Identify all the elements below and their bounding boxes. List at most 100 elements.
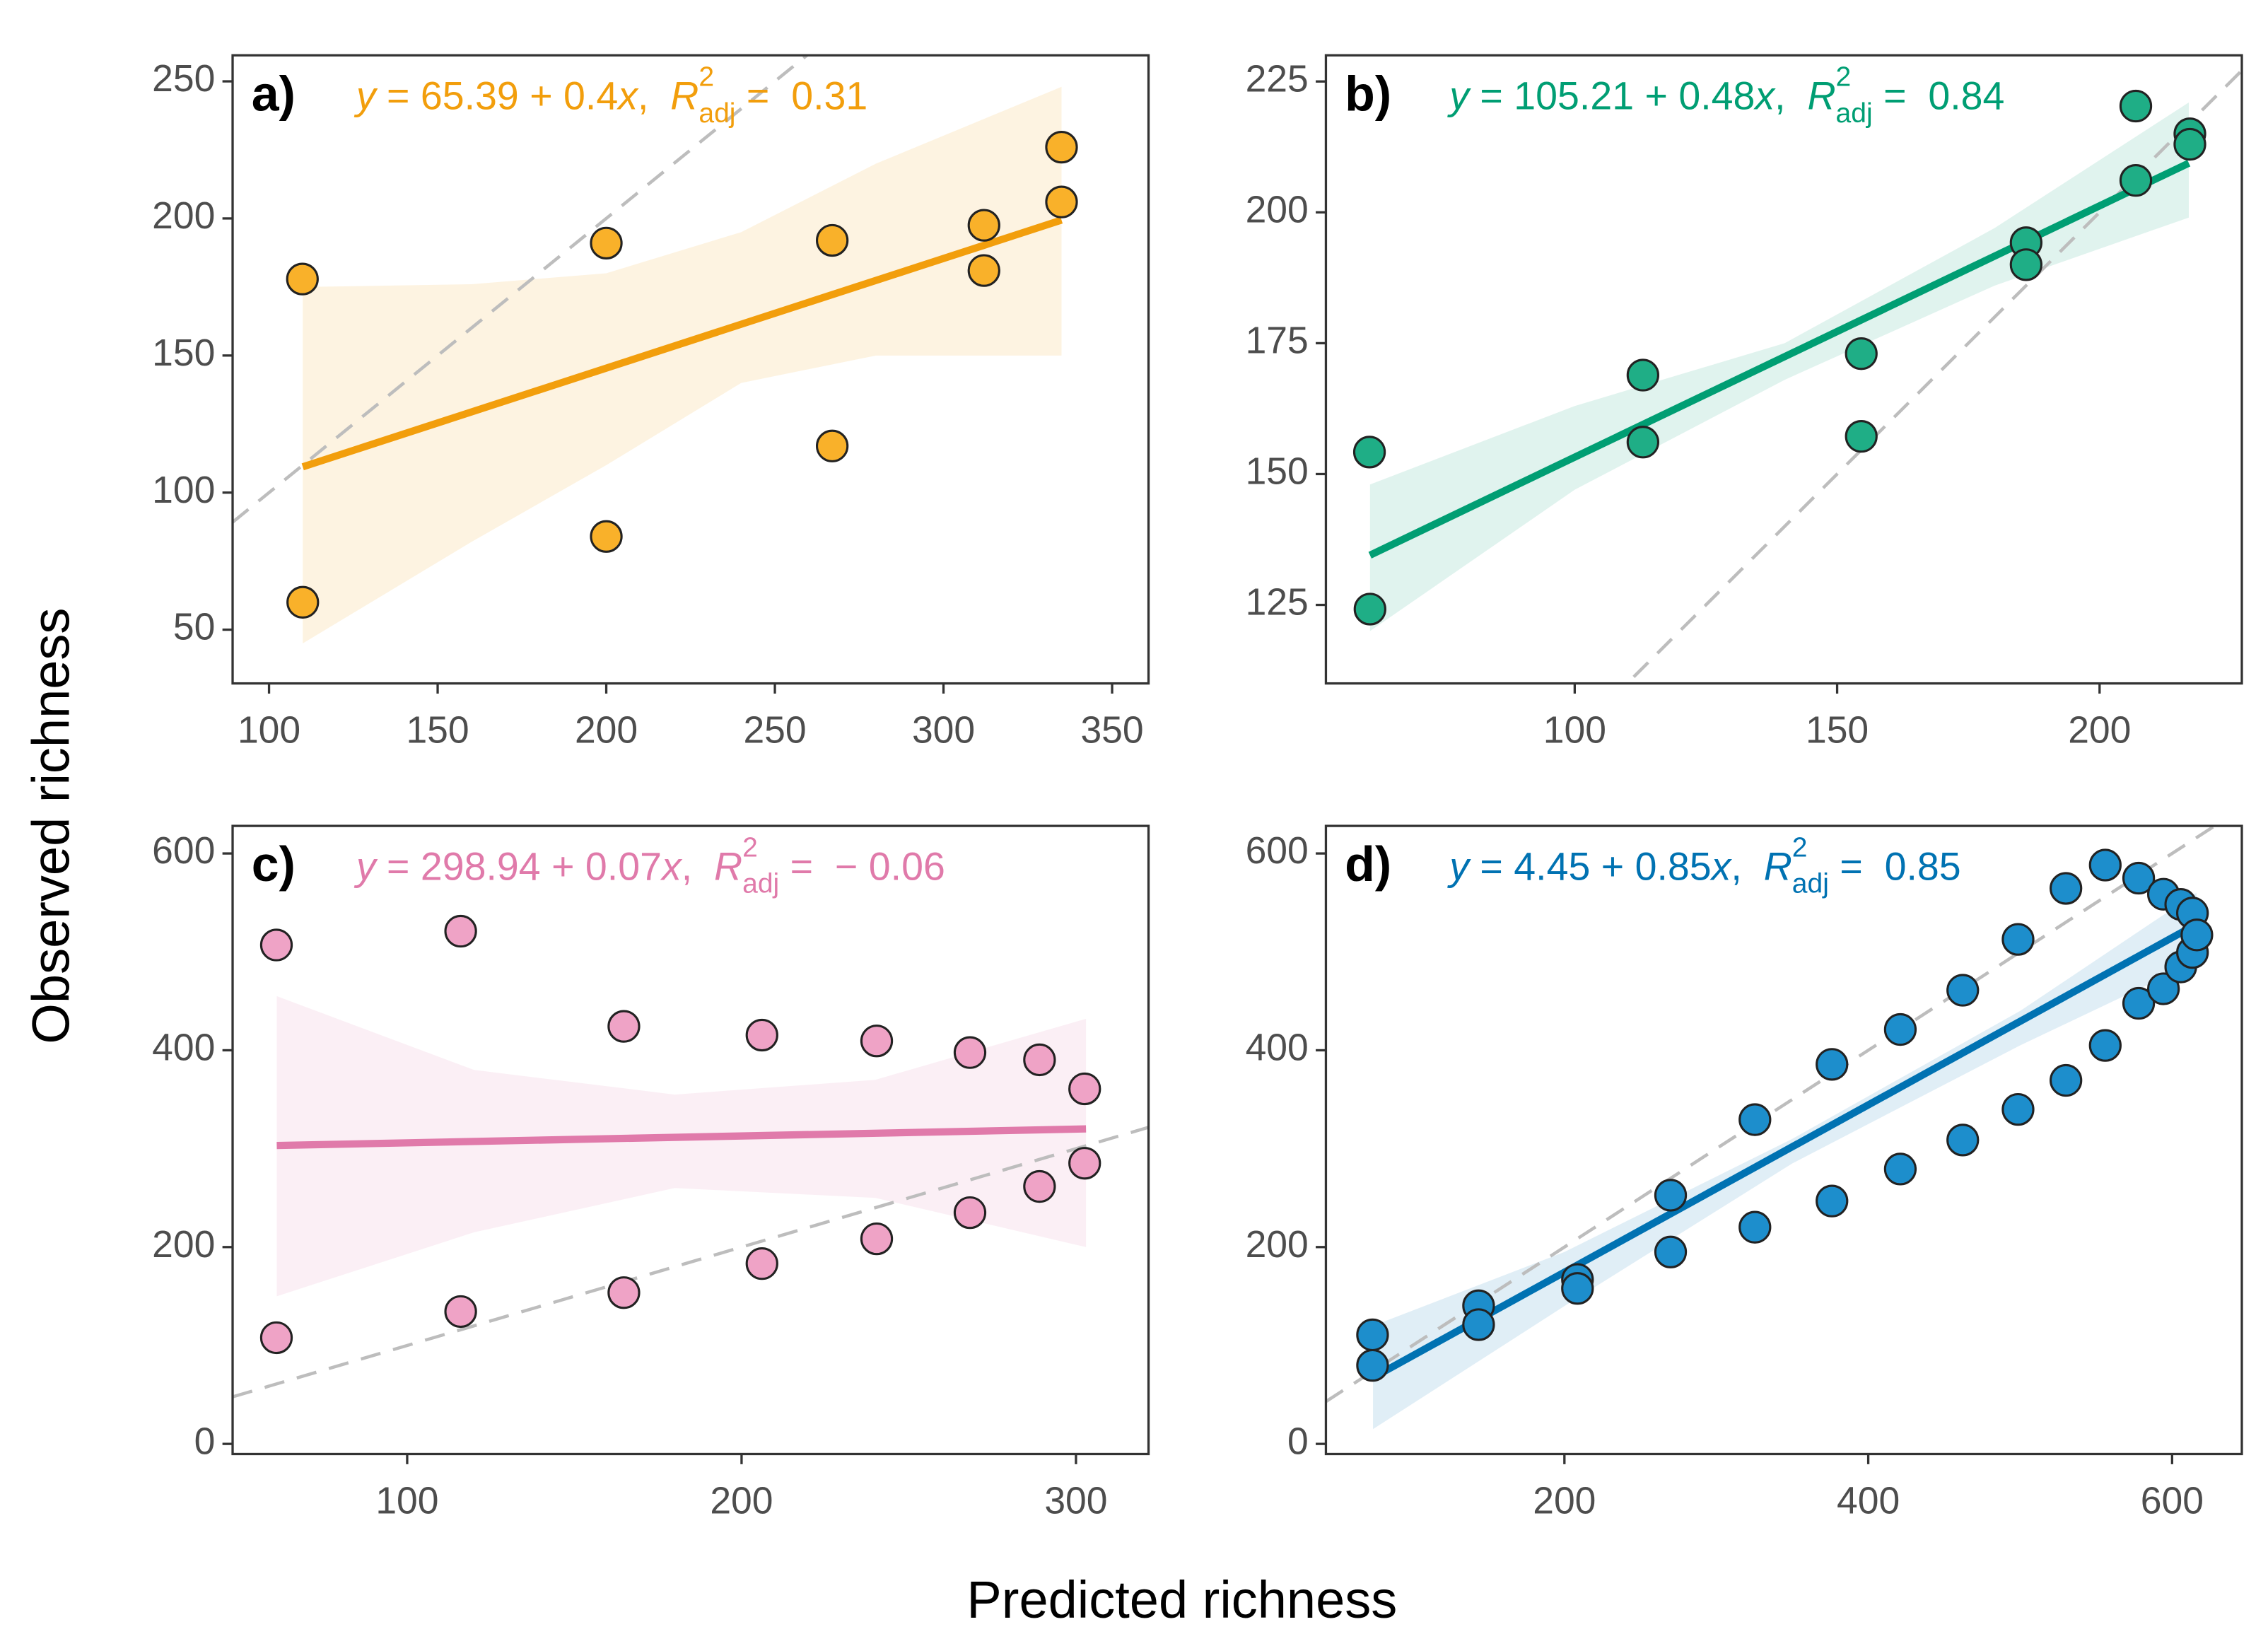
x-tick-label: 200 bbox=[710, 1481, 773, 1522]
panel-border bbox=[1324, 824, 2243, 1456]
identity-line bbox=[1625, 69, 2242, 684]
equation-text: adj bbox=[742, 869, 779, 899]
equation-text: = 0.85 bbox=[1829, 844, 1961, 888]
confidence-band bbox=[276, 996, 1087, 1297]
point bbox=[745, 1247, 778, 1280]
point bbox=[2180, 918, 2214, 952]
y-tick-label: 100 bbox=[152, 469, 215, 511]
equation-text: y bbox=[1446, 74, 1471, 118]
point bbox=[1816, 1048, 1849, 1081]
y-tick-label: 600 bbox=[1246, 830, 1309, 872]
point bbox=[1654, 1179, 1688, 1212]
identity-line bbox=[233, 1126, 1149, 1399]
equation-text: = − 0.06 bbox=[779, 844, 945, 888]
equation-text: , bbox=[682, 844, 714, 888]
plot-area bbox=[233, 55, 1063, 643]
x-tick-label: 200 bbox=[2068, 710, 2131, 752]
equation-text: y bbox=[1446, 844, 1471, 888]
panel-title: d) bbox=[1345, 836, 1391, 892]
point bbox=[1883, 1012, 1917, 1046]
equation-text: x bbox=[1753, 74, 1776, 118]
point bbox=[2122, 861, 2156, 895]
x-tick-label: 300 bbox=[912, 710, 975, 752]
panel-border bbox=[231, 824, 1150, 1456]
point bbox=[444, 914, 477, 948]
y-tick-label: 200 bbox=[1246, 189, 1309, 230]
point bbox=[2001, 1092, 2035, 1126]
y-tick-label: 225 bbox=[1246, 58, 1309, 100]
equation-text: = 105.21 + 0.48 bbox=[1469, 74, 1755, 118]
point bbox=[1352, 436, 1386, 469]
x-tick-label: 100 bbox=[375, 1481, 438, 1522]
equation-text: = 0.31 bbox=[736, 74, 868, 118]
equation-text: R bbox=[714, 844, 742, 888]
x-tick-label: 400 bbox=[1837, 1481, 1900, 1522]
point bbox=[1946, 1123, 1980, 1157]
point bbox=[1626, 426, 1660, 459]
point bbox=[860, 1222, 894, 1256]
point bbox=[967, 209, 1000, 242]
point bbox=[2119, 164, 2153, 197]
equation-text: = 298.94 + 0.07 bbox=[376, 844, 662, 888]
plot-area bbox=[233, 996, 1149, 1399]
equation-text: x bbox=[660, 844, 683, 888]
point bbox=[286, 262, 319, 296]
equation-text: , bbox=[1731, 844, 1763, 888]
y-tick-label: 600 bbox=[152, 830, 215, 872]
fit-line bbox=[1368, 160, 2191, 559]
x-tick-label: 250 bbox=[743, 710, 806, 752]
panel-border bbox=[1324, 54, 2243, 685]
point bbox=[444, 1295, 477, 1329]
y-tick-label: 150 bbox=[1246, 451, 1309, 493]
point bbox=[2050, 1063, 2083, 1097]
equation-text: = 65.39 + 0.4 bbox=[376, 74, 619, 118]
equation-text: 2 bbox=[698, 62, 714, 92]
y-tick-label: 200 bbox=[152, 195, 215, 237]
panel-title: c) bbox=[252, 836, 296, 892]
x-tick-label: 600 bbox=[2141, 1481, 2204, 1522]
confidence-band bbox=[1369, 102, 2189, 631]
point bbox=[2088, 848, 2122, 882]
point bbox=[286, 585, 320, 619]
point bbox=[1845, 337, 1878, 370]
point bbox=[1561, 1272, 1594, 1305]
equation-text: adj bbox=[1836, 98, 1873, 129]
equation-text: 2 bbox=[742, 832, 758, 863]
point bbox=[1946, 974, 1980, 1007]
equation-text: , bbox=[1775, 74, 1807, 118]
x-tick-label: 150 bbox=[1806, 710, 1869, 752]
point bbox=[1353, 593, 1386, 626]
equation-text: = 4.45 + 0.85 bbox=[1469, 844, 1712, 888]
point bbox=[1626, 358, 1660, 392]
x-tick-label: 350 bbox=[1080, 710, 1143, 752]
point bbox=[259, 928, 293, 962]
fit-line bbox=[1371, 921, 2199, 1381]
panel-title: b) bbox=[1345, 66, 1391, 121]
point bbox=[2122, 986, 2156, 1020]
point bbox=[2050, 872, 2083, 905]
y-tick-label: 200 bbox=[1246, 1224, 1309, 1266]
panel-border bbox=[231, 54, 1150, 685]
point bbox=[2001, 923, 2035, 956]
point bbox=[953, 1036, 987, 1069]
x-tick-label: 100 bbox=[238, 710, 300, 752]
point bbox=[1816, 1184, 1849, 1218]
x-axis-label: Predicted richness bbox=[966, 1570, 1397, 1629]
point bbox=[1462, 1308, 1495, 1341]
point bbox=[745, 1018, 778, 1052]
point bbox=[1883, 1152, 1917, 1186]
y-tick-label: 0 bbox=[194, 1420, 216, 1462]
point bbox=[953, 1196, 987, 1230]
point bbox=[1023, 1169, 1056, 1203]
equation-text: R bbox=[1807, 74, 1835, 118]
x-tick-label: 150 bbox=[406, 710, 469, 752]
panel-title: a) bbox=[252, 66, 296, 121]
point bbox=[1068, 1147, 1101, 1180]
point bbox=[1045, 185, 1078, 218]
point bbox=[2009, 248, 2042, 281]
point bbox=[2173, 127, 2206, 161]
y-tick-label: 250 bbox=[152, 58, 215, 100]
point bbox=[1654, 1235, 1688, 1268]
y-tick-label: 150 bbox=[152, 332, 215, 374]
